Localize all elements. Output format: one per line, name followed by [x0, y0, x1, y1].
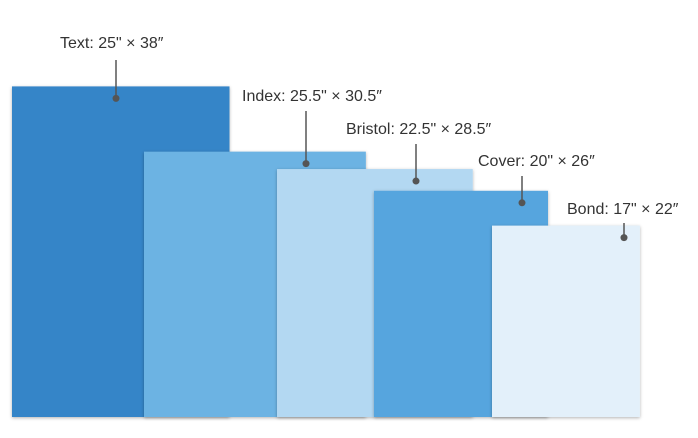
leader-dot: [112, 94, 120, 102]
leader-dot: [412, 177, 420, 185]
size-label: Index: 25.5" × 30.5″: [242, 88, 382, 105]
size-label: Bristol: 22.5" × 28.5″: [346, 121, 492, 138]
paper-size: [492, 225, 640, 417]
size-label: Text: 25" × 38″: [60, 35, 164, 52]
size-label: Bond: 17" × 22″: [567, 201, 679, 218]
size-label: Cover: 20" × 26″: [478, 153, 595, 170]
leader-dot: [620, 234, 628, 242]
leader-dot: [302, 160, 310, 168]
leader-dot: [518, 199, 526, 207]
